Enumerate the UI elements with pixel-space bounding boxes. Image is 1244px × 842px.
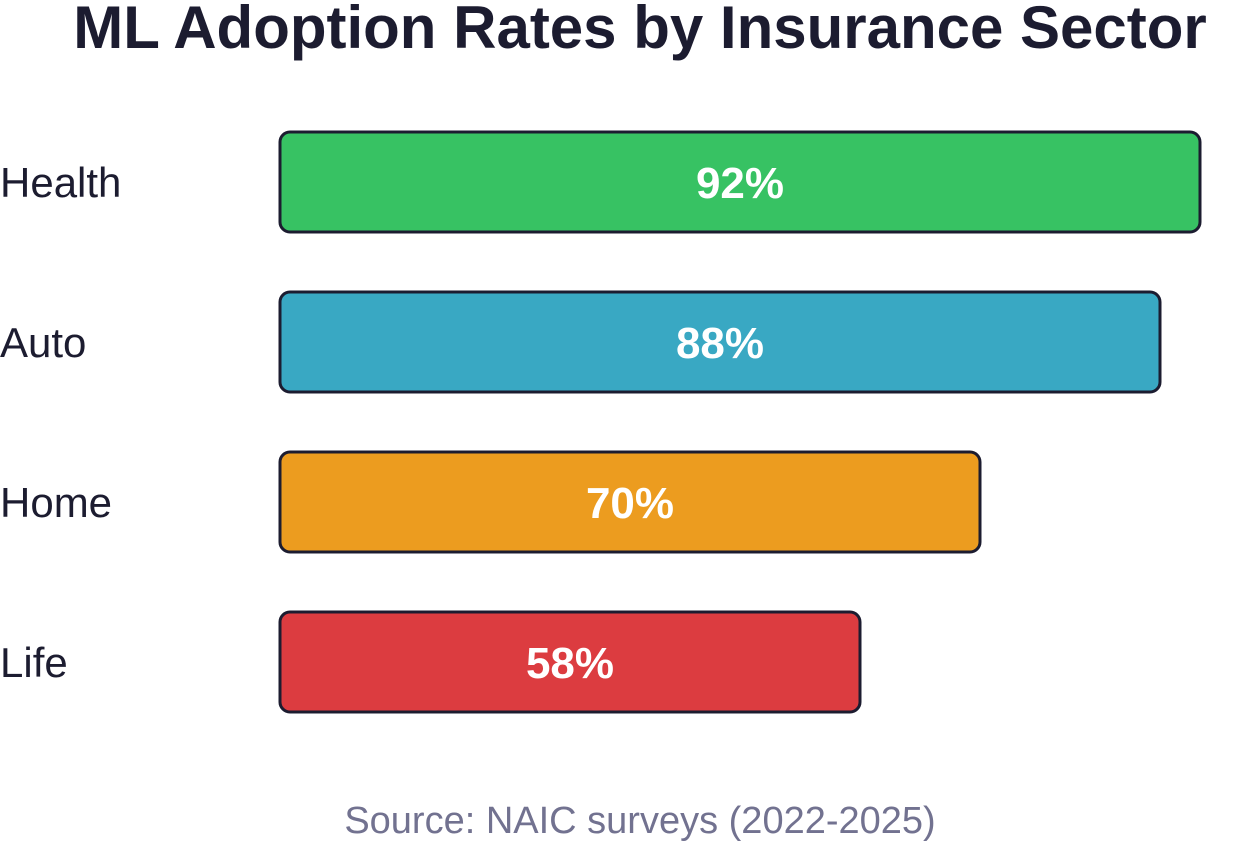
category-label: Home <box>0 479 112 526</box>
bars-group: Health 92% Auto 88% Home 70% Life 58% <box>0 130 1202 714</box>
bar-value-label: 70% <box>586 479 674 528</box>
bar-auto <box>278 290 1162 394</box>
bar-value-label: 92% <box>696 159 784 208</box>
category-label: Life <box>0 639 68 686</box>
bar-value-label: 58% <box>526 639 614 688</box>
bar-home <box>278 450 982 554</box>
category-label: Health <box>0 159 121 206</box>
category-label: Auto <box>0 319 86 366</box>
chart-title: ML Adoption Rates by Insurance Sector <box>73 0 1207 61</box>
source-note: Source: NAIC surveys (2022-2025) <box>344 800 935 842</box>
bar-life <box>278 610 862 714</box>
bar-value-label: 88% <box>676 319 764 368</box>
bar-health <box>278 130 1202 234</box>
